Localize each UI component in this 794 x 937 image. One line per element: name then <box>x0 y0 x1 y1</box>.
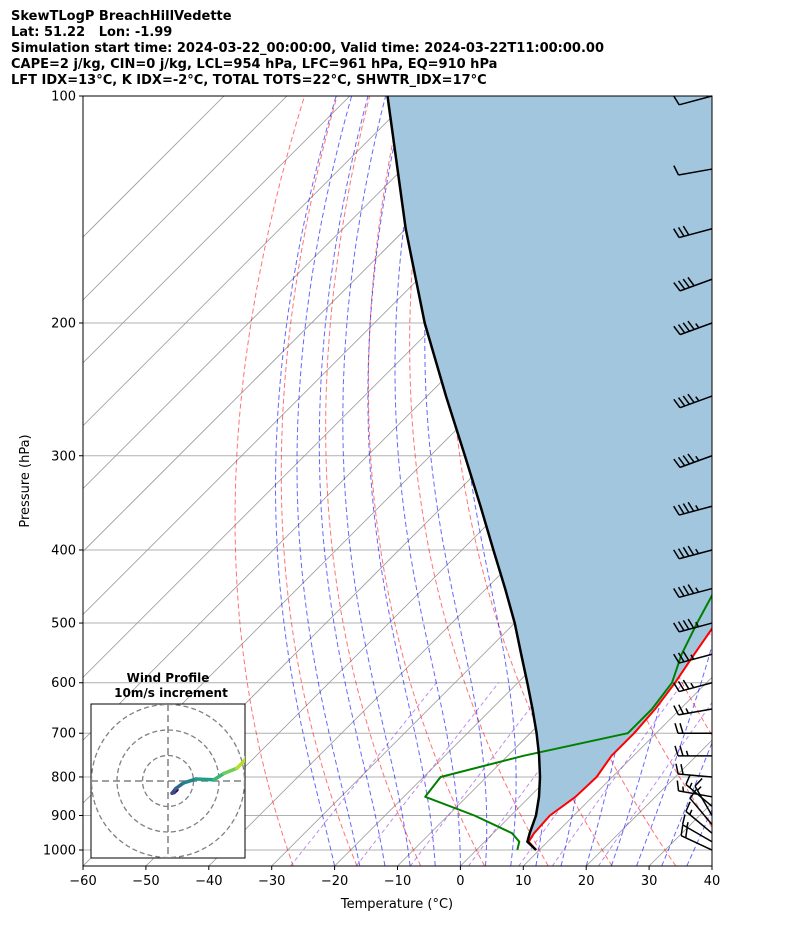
dry-adiabat-line <box>728 96 794 866</box>
moist-adiabat-line <box>711 864 712 866</box>
dry-adiabat-line <box>367 96 485 866</box>
moist-adiabat-line <box>610 96 685 866</box>
hodograph-subtitle: 10m/s increment <box>114 686 228 700</box>
chart-title-location: Lat: 51.22 Lon: -1.99 <box>11 25 173 40</box>
temperature-profile-line <box>527 626 712 851</box>
wind-barb <box>673 95 713 106</box>
wind-barb <box>675 763 713 778</box>
chart-title-indices-2: LFT IDX=13°C, K IDX=-2°C, TOTAL TOTS=22°… <box>11 73 487 88</box>
mixing-ratio-line <box>551 682 684 866</box>
moist-adiabat-line <box>296 96 361 866</box>
wind-barb <box>694 777 713 816</box>
wind-barb <box>673 225 713 239</box>
moist-adiabat-line <box>318 96 386 866</box>
moist-adiabat-line <box>275 96 337 866</box>
hodograph-ring <box>91 704 245 858</box>
isotherm-line <box>83 96 351 364</box>
hodograph-segment <box>235 758 245 770</box>
wind-barb <box>681 814 713 843</box>
cape-shading <box>387 96 712 850</box>
mixing-ratio-line <box>468 682 605 866</box>
wind-barb <box>673 501 713 516</box>
y-tick-label: 1000 <box>43 844 76 859</box>
x-tick-label: 30 <box>641 874 658 889</box>
wind-barb <box>685 774 713 807</box>
isotherm-line <box>397 550 712 866</box>
wind-barb <box>673 584 713 599</box>
wind-barb <box>673 453 713 469</box>
wind-barb <box>673 679 713 693</box>
x-tick-label: −30 <box>258 874 285 889</box>
mixing-ratio-line <box>409 682 550 866</box>
wind-barb <box>676 780 713 798</box>
y-axis-label: Pressure (hPa) <box>18 434 33 527</box>
isotherm-line <box>711 865 712 866</box>
isotherm-line <box>83 96 225 238</box>
isotherm-line <box>334 488 712 866</box>
moist-adiabat-line <box>367 96 436 866</box>
wind-barb <box>674 723 712 734</box>
dry-adiabat-line <box>761 96 794 866</box>
mixing-ratio-line <box>597 701 712 866</box>
mixing-ratio-line <box>355 682 499 866</box>
moist-adiabat-line <box>661 741 712 866</box>
y-tick-label: 100 <box>51 90 76 105</box>
moist-adiabat-line <box>394 96 461 866</box>
x-tick-label: 0 <box>456 874 464 889</box>
hodograph-title: Wind Profile <box>127 671 210 685</box>
chart-title-times: Simulation start time: 2024-03-22_00:00:… <box>11 41 604 56</box>
hodograph-segment <box>250 748 263 751</box>
wind-barb <box>673 704 713 716</box>
wind-barb <box>674 745 712 757</box>
wind-barb <box>673 276 713 292</box>
wind-barb <box>673 393 713 409</box>
parcel-profile-line <box>386 96 542 851</box>
wind-barb <box>673 165 713 176</box>
hodograph-segment <box>181 777 198 785</box>
dry-adiabat-line <box>325 96 422 866</box>
x-tick-label: −10 <box>384 874 411 889</box>
x-tick-label: −40 <box>195 874 222 889</box>
hodograph-segment <box>262 748 290 751</box>
wind-barb <box>680 825 713 851</box>
dry-adiabat-line <box>409 96 549 866</box>
moist-adiabat-line <box>342 96 411 866</box>
moist-adiabat-line <box>424 96 488 866</box>
hodograph-segment <box>212 771 226 782</box>
isotherm-line <box>83 96 288 301</box>
chart-title-indices-1: CAPE=2 j/kg, CIN=0 j/kg, LCL=954 hPa, LF… <box>11 57 498 72</box>
wind-barb <box>673 320 713 336</box>
wind-barb <box>673 618 713 633</box>
wind-barb <box>673 651 713 664</box>
y-tick-label: 700 <box>51 727 76 742</box>
wind-barb <box>685 801 713 834</box>
isotherm-line <box>523 676 712 866</box>
x-tick-label: −60 <box>69 874 96 889</box>
dry-adiabat-line <box>280 96 358 866</box>
chart-title-station: SkewTLogP BreachHillVedette <box>11 9 232 24</box>
x-tick-label: −20 <box>321 874 348 889</box>
y-tick-label: 600 <box>51 676 76 691</box>
y-tick-label: 400 <box>51 543 76 558</box>
y-tick-label: 800 <box>51 770 76 785</box>
moist-adiabat-line <box>636 643 712 866</box>
hodograph-segment <box>194 777 216 782</box>
y-tick-label: 300 <box>51 449 76 464</box>
hodograph-segment <box>222 766 239 776</box>
wind-barb <box>673 545 713 560</box>
x-tick-label: 40 <box>704 874 721 889</box>
mixing-ratio-line <box>290 682 437 866</box>
dewpoint-profile-line <box>424 593 712 851</box>
y-tick-label: 200 <box>51 316 76 331</box>
y-tick-label: 900 <box>51 809 76 824</box>
x-axis-label: Temperature (°C) <box>340 897 453 912</box>
isotherm-line <box>83 96 476 490</box>
isotherm-line <box>83 96 413 427</box>
dry-adiabat-line <box>234 96 305 866</box>
x-tick-label: 20 <box>578 874 595 889</box>
x-tick-label: −50 <box>132 874 159 889</box>
y-tick-label: 500 <box>51 617 76 632</box>
x-tick-label: 10 <box>515 874 532 889</box>
